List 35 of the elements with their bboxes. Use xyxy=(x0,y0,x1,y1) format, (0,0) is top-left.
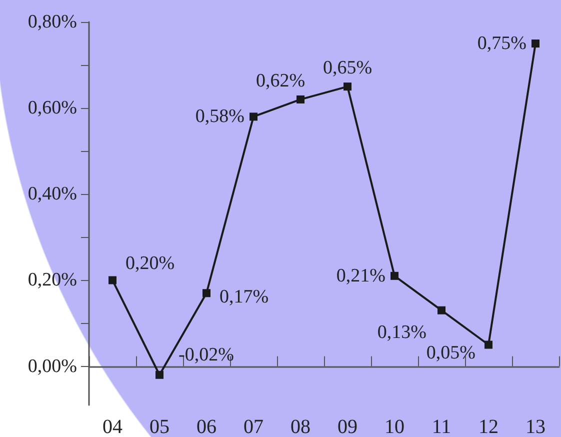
point xyxy=(532,40,540,48)
point xyxy=(344,82,352,91)
point xyxy=(202,289,210,298)
y-tick-label: 0,60% xyxy=(28,98,78,119)
data-label: 0,05% xyxy=(426,342,476,364)
data-label: 0,17% xyxy=(220,286,269,308)
point xyxy=(156,370,164,379)
point xyxy=(108,276,116,284)
data-label: 0,75% xyxy=(477,33,527,54)
x-tick-label: 11 xyxy=(432,416,452,437)
data-label: 0,65% xyxy=(322,58,372,79)
data-label: 0,58% xyxy=(195,106,245,128)
point xyxy=(484,340,492,349)
data-label: 0,62% xyxy=(256,70,306,92)
x-tick-label: 07 xyxy=(244,416,264,437)
point xyxy=(390,272,398,280)
x-tick-label: 10 xyxy=(384,416,404,437)
y-tick-label: 0,00% xyxy=(28,356,78,377)
x-tick-label: 12 xyxy=(478,416,498,437)
data-label: 0,13% xyxy=(377,322,427,343)
data-label: -0,02% xyxy=(178,344,234,366)
y-tick-label: 0,80% xyxy=(28,12,78,32)
y-tick-label: 0,20% xyxy=(28,270,78,291)
x-tick-label: 09 xyxy=(338,416,358,437)
y-tick-label: 0,40% xyxy=(28,184,78,205)
point xyxy=(296,95,304,104)
point xyxy=(250,112,258,121)
x-tick-label: 08 xyxy=(290,416,310,437)
x-tick-label: 05 xyxy=(150,416,170,437)
x-tick-label: 06 xyxy=(196,416,216,437)
data-label: 0,21% xyxy=(336,265,386,286)
x-tick-label: 04 xyxy=(102,416,122,437)
data-label: 0,20% xyxy=(126,253,175,274)
point xyxy=(438,306,446,314)
x-tick-label: 13 xyxy=(526,416,546,437)
